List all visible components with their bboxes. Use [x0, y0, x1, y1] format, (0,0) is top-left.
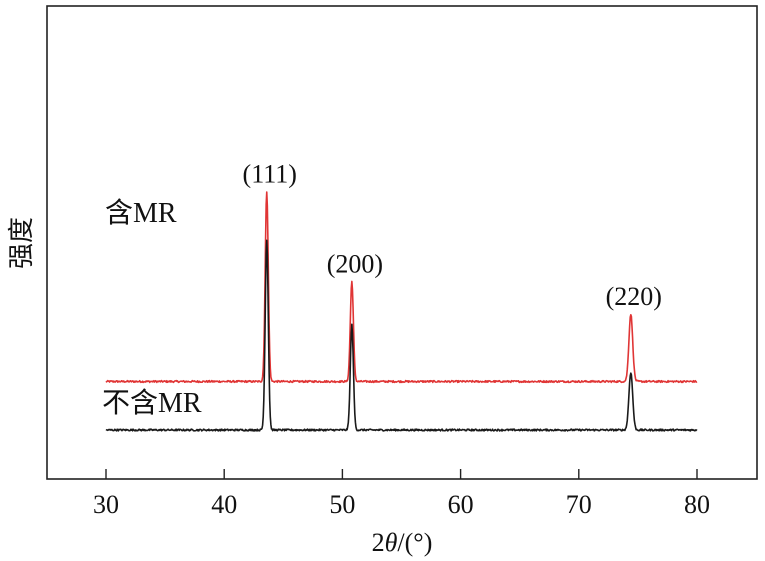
x-tick-label-70: 70 [566, 490, 592, 519]
series-label-with-mr: 含MR [105, 197, 177, 229]
x-tick-label-30: 30 [93, 490, 119, 519]
series-layer [105, 191, 698, 432]
series-line-with-mr [105, 191, 698, 384]
y-axis-label: 强度 [7, 217, 36, 269]
x-tick-labels: 30 40 50 60 70 80 [93, 490, 710, 519]
x-axis-label-theta: θ [385, 528, 398, 557]
series-line-without-mr [105, 239, 698, 432]
x-ticks [105, 469, 698, 479]
series-label-without-mr: 不含MR [102, 387, 202, 419]
peak-label-111: (111) [243, 160, 297, 189]
x-tick-label-60: 60 [448, 490, 474, 519]
peak-label-220: (220) [606, 282, 662, 311]
x-tick-label-50: 50 [329, 490, 355, 519]
x-tick-label-80: 80 [684, 490, 710, 519]
peak-labels: (111) (200) (220) [243, 160, 662, 312]
peak-label-200: (200) [327, 250, 383, 279]
x-axis-label-suffix: /(°) [397, 528, 432, 557]
x-axis-label: 2θ/(°) [372, 528, 433, 557]
plot-frame [46, 5, 758, 480]
x-tick-label-40: 40 [211, 490, 237, 519]
x-axis-label-prefix: 2 [372, 528, 385, 557]
